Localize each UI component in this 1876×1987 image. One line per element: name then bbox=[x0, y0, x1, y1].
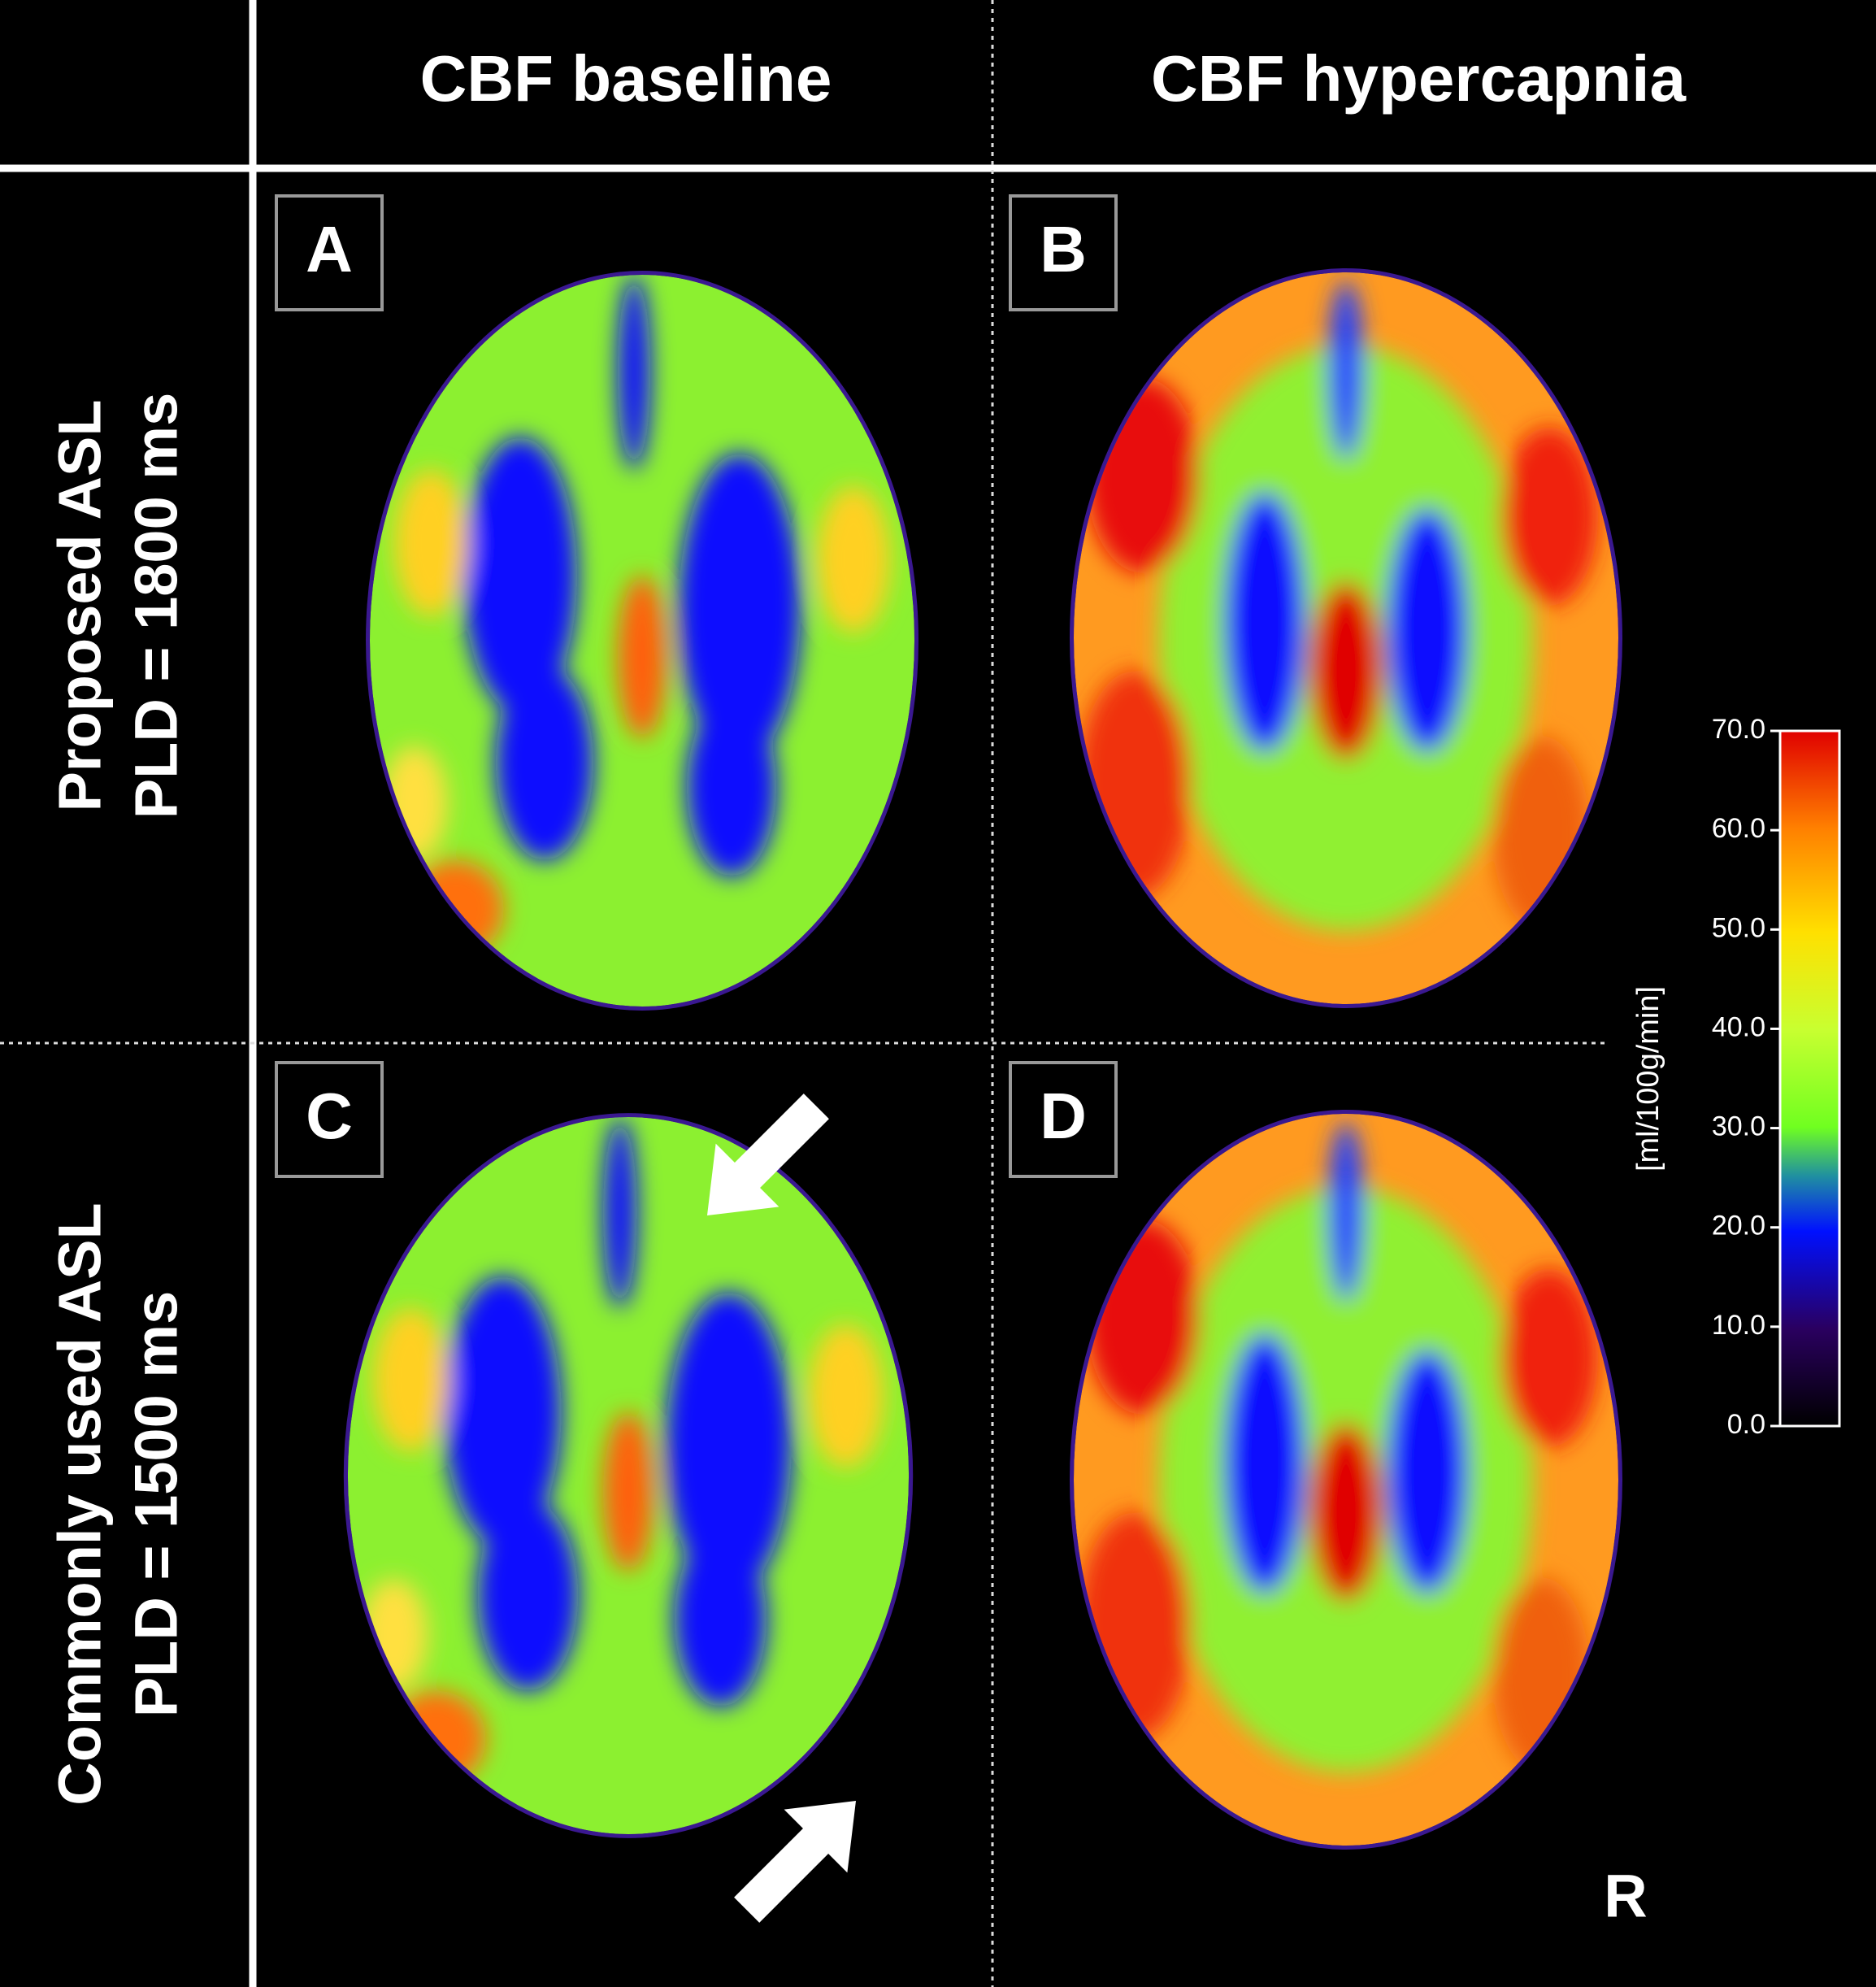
panel-box bbox=[275, 1061, 384, 1178]
panel-box bbox=[1009, 194, 1118, 311]
row-header: Commonly used ASL PLD = 1500 ms bbox=[46, 1202, 190, 1805]
brain-image bbox=[366, 271, 918, 1011]
tick-label: 70.0 bbox=[1712, 714, 1765, 745]
colorbar-ticks: 0.0 10.0 20.0 30.0 40.0 50.0 60.0 70.0 bbox=[1712, 714, 1780, 1440]
row-header: Proposed ASL PLD = 1800 ms bbox=[46, 393, 190, 819]
tick-label: 60.0 bbox=[1712, 813, 1765, 844]
panel-box bbox=[1009, 1061, 1118, 1178]
row-label: Commonly used ASL bbox=[46, 1202, 114, 1805]
arrow bbox=[734, 1801, 856, 1923]
orientation-label: R bbox=[1604, 1863, 1647, 1930]
row-label: Proposed ASL bbox=[46, 399, 114, 811]
tick-label: 30.0 bbox=[1712, 1111, 1765, 1142]
panel-letter: A bbox=[306, 213, 353, 285]
row-label: PLD = 1800 ms bbox=[123, 393, 190, 819]
brain-image bbox=[344, 1113, 913, 1838]
brain-image bbox=[1070, 268, 1622, 1008]
row-label: PLD = 1500 ms bbox=[123, 1291, 190, 1717]
arrow bbox=[707, 1094, 829, 1215]
brain-image bbox=[1070, 1110, 1622, 1850]
panel-letter: D bbox=[1040, 1080, 1087, 1152]
tick-label: 50.0 bbox=[1712, 912, 1765, 943]
tick-label: 20.0 bbox=[1712, 1211, 1765, 1241]
panel-letter: C bbox=[306, 1080, 353, 1152]
colorbar-label: [ml/100g/min] bbox=[1631, 986, 1665, 1172]
column-header: CBF hypercapnia bbox=[1151, 42, 1686, 115]
tick-label: 0.0 bbox=[1727, 1409, 1765, 1440]
panel-box bbox=[275, 194, 384, 311]
colorbar bbox=[1778, 729, 1841, 1428]
tick-label: 40.0 bbox=[1712, 1011, 1765, 1042]
panel-letter: B bbox=[1040, 213, 1087, 285]
tick-label: 10.0 bbox=[1712, 1310, 1765, 1341]
column-header: CBF baseline bbox=[420, 42, 832, 115]
